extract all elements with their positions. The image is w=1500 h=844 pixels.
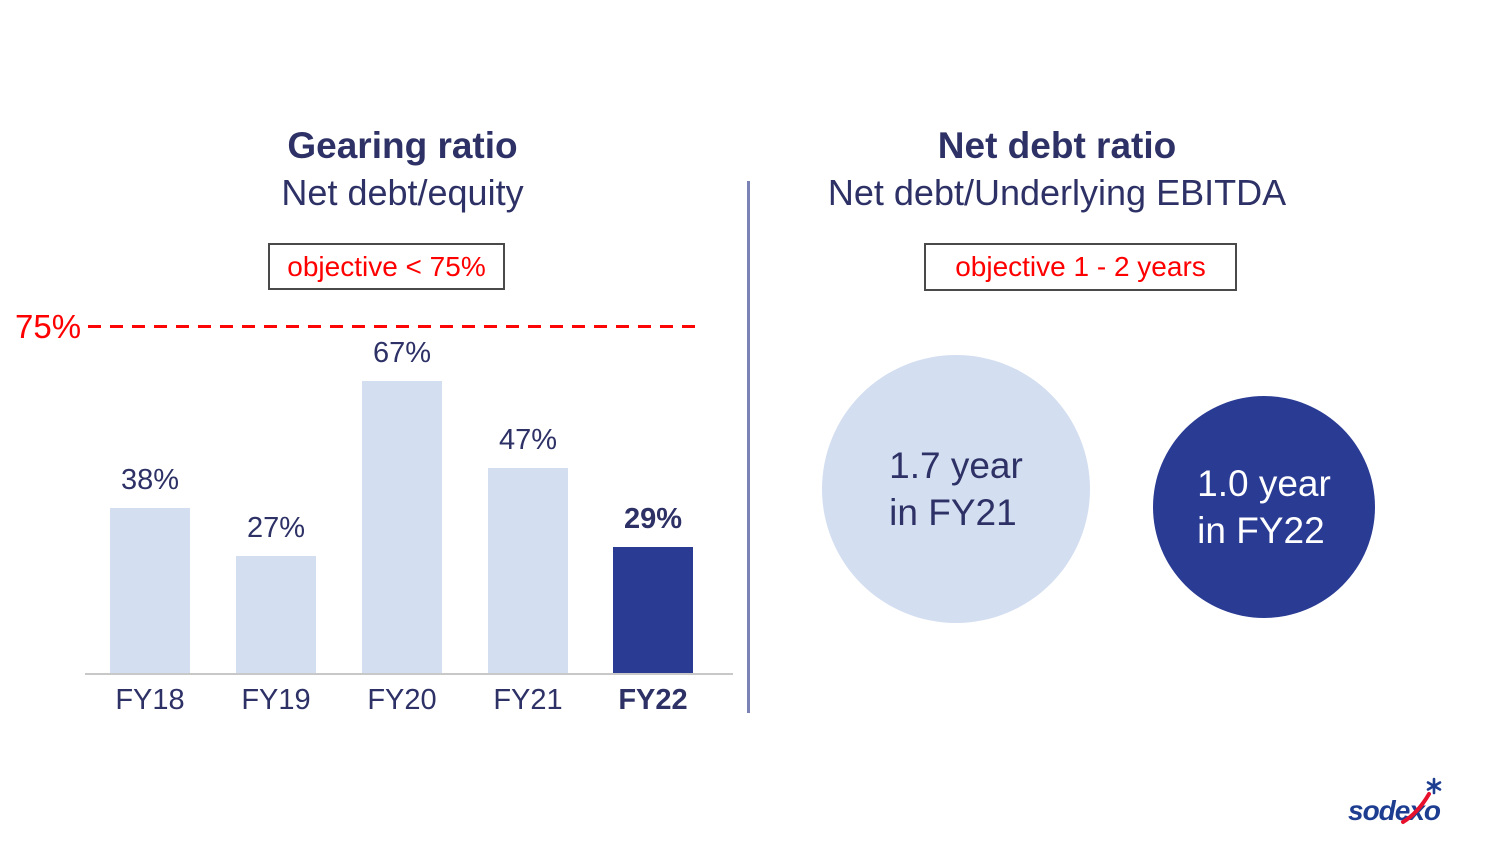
bubble-fy22-line2: in FY22: [1197, 510, 1325, 551]
bar-value-label-fy21: 47%: [498, 424, 558, 456]
net-debt-ratio-subtitle: Net debt/Underlying EBITDA: [827, 172, 1287, 213]
category-label-fy20: FY20: [367, 684, 437, 716]
category-label-fy22: FY22: [618, 684, 688, 716]
sodexo-logo: sodexo: [1348, 777, 1442, 826]
bubble-fy21-line1: 1.7 year: [889, 445, 1023, 486]
category-label-fy18: FY18: [115, 684, 185, 716]
gearing-ratio-title: Gearing ratio: [287, 125, 518, 166]
category-label-fy21: FY21: [493, 684, 563, 716]
vertical-divider: [747, 181, 750, 713]
threshold-dashed-line: [88, 325, 696, 328]
bubble-fy21-text: 1.7 year in FY21: [889, 442, 1023, 536]
right-panel-title: Net debt ratio Net debt/Underlying EBITD…: [757, 122, 1357, 216]
gearing-bar-chart: 38% FY18 27% FY19 67% FY20 47% FY21 29% FY22: [110, 337, 693, 716]
x-axis-line: [85, 673, 733, 675]
gearing-ratio-subtitle: Net debt/equity: [281, 172, 524, 213]
bar-value-label-fy22: 29%: [623, 503, 683, 535]
bar-value-label-fy19: 27%: [246, 512, 306, 544]
gearing-objective-label: objective < 75%: [287, 250, 486, 282]
bar-fy21: [488, 468, 568, 674]
sodexo-logo-swoosh: [1401, 792, 1431, 824]
net-debt-objective-box: objective 1 - 2 years: [924, 243, 1237, 291]
category-label-fy19: FY19: [241, 684, 311, 716]
bar-fy20: [362, 381, 442, 674]
bar-fy19: [236, 556, 316, 674]
left-panel-title: Gearing ratio Net debt/equity: [130, 122, 675, 216]
bar-fy18: [110, 508, 190, 674]
bar-value-label-fy20: 67%: [372, 337, 432, 369]
bubble-fy22-line1: 1.0 year: [1197, 463, 1331, 504]
bubble-fy22: 1.0 year in FY22: [1153, 396, 1375, 618]
bar-fy22: [613, 547, 693, 674]
net-debt-ratio-title: Net debt ratio: [937, 125, 1177, 166]
bubble-fy21: 1.7 year in FY21: [822, 355, 1090, 623]
bubble-fy21-line2: in FY21: [889, 492, 1017, 533]
gearing-objective-box: objective < 75%: [268, 243, 505, 290]
net-debt-objective-label: objective 1 - 2 years: [955, 251, 1206, 282]
sodexo-logo-star: [1426, 777, 1442, 795]
bubble-fy22-text: 1.0 year in FY22: [1197, 460, 1331, 554]
threshold-75-label: 75%: [15, 308, 82, 345]
bar-value-label-fy18: 38%: [120, 464, 180, 496]
